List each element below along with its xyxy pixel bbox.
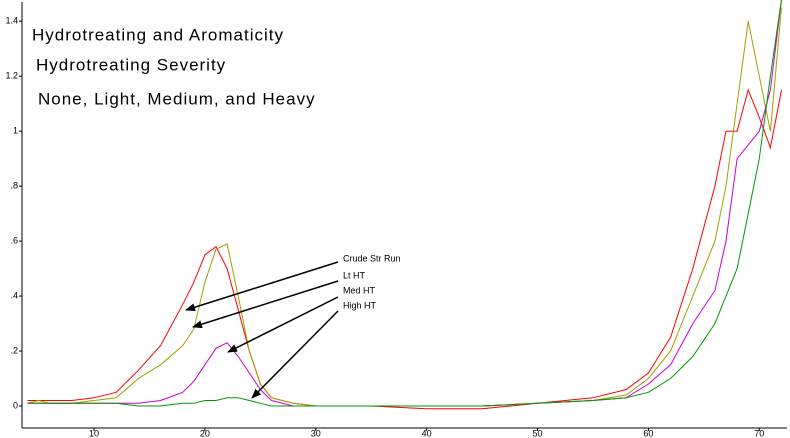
series-line (27, 7, 782, 407)
y-tick-label: .2 (10, 345, 18, 355)
y-tick-label: 0 (13, 400, 18, 410)
y-tick-label: .8 (10, 181, 18, 191)
x-tick-label: 70 (754, 428, 764, 438)
annotation-arrow (185, 261, 339, 312)
x-tick-label: 30 (311, 428, 321, 438)
title-line: Hydrotreating Severity (36, 55, 226, 74)
title-line: Hydrotreating and Aromaticity (32, 25, 284, 44)
annotation-arrow (192, 280, 339, 329)
y-tick-label: 1.2 (5, 71, 18, 81)
y-tick-label: 1 (13, 126, 18, 136)
annotation: Med HT (343, 285, 376, 295)
annotation: Lt HT (343, 270, 366, 280)
annotation-arrow (227, 296, 339, 353)
x-tick-label: 60 (643, 428, 653, 438)
x-tick-label: 10 (89, 428, 99, 438)
title-line: None, Light, Medium, and Heavy (38, 89, 316, 108)
series-line (27, 0, 782, 407)
y-tick-label: .6 (10, 235, 18, 245)
x-tick-label: 50 (533, 428, 543, 438)
annotation: High HT (343, 300, 377, 310)
x-tick-label: 20 (200, 428, 210, 438)
y-tick-label: 1.4 (5, 16, 18, 26)
annotation: Crude Str Run (343, 253, 401, 263)
annotation-arrow (251, 310, 339, 399)
x-tick-label: 40 (422, 428, 432, 438)
y-tick-label: .4 (10, 290, 18, 300)
